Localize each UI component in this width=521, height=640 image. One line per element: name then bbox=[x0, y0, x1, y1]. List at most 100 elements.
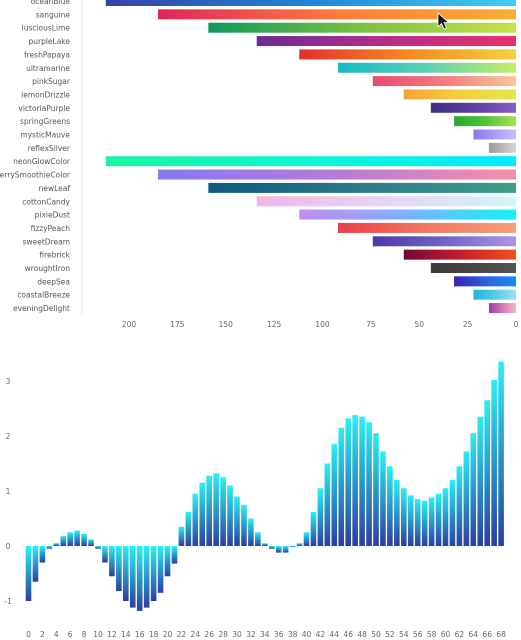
column-bar[interactable] bbox=[491, 379, 497, 546]
bar-sweetDream[interactable] bbox=[372, 236, 516, 247]
bar-coastalBreeze[interactable] bbox=[473, 289, 516, 300]
column-bar[interactable] bbox=[39, 546, 46, 563]
bar-fizzyPeach[interactable] bbox=[337, 222, 516, 233]
column-bar[interactable] bbox=[394, 480, 400, 546]
bar-freshPapaya[interactable] bbox=[299, 49, 516, 60]
column-bar[interactable] bbox=[262, 543, 268, 546]
x-tick-label: 62 bbox=[455, 630, 465, 639]
bar-mysticMauve[interactable] bbox=[473, 129, 516, 140]
column-bar[interactable] bbox=[359, 416, 365, 546]
bar-wroughtIron[interactable] bbox=[430, 263, 516, 273]
column-bar[interactable] bbox=[53, 543, 60, 546]
column-bar[interactable] bbox=[303, 532, 310, 546]
column-bar[interactable] bbox=[275, 546, 282, 553]
bar-deepSea[interactable] bbox=[454, 276, 516, 287]
column-bar[interactable] bbox=[46, 546, 53, 549]
x-tick-label: 0 bbox=[26, 630, 31, 639]
column-bar[interactable] bbox=[268, 546, 275, 549]
column-bar[interactable] bbox=[331, 444, 338, 546]
column-bar[interactable] bbox=[136, 546, 143, 611]
bar-pinkSugar[interactable] bbox=[372, 76, 516, 87]
column-bar[interactable] bbox=[157, 546, 164, 593]
column-bar[interactable] bbox=[60, 536, 67, 546]
bar-ultramarine[interactable] bbox=[337, 62, 516, 73]
column-bar[interactable] bbox=[317, 488, 324, 546]
column-bar[interactable] bbox=[81, 533, 87, 546]
column-bar[interactable] bbox=[470, 433, 477, 546]
column-bar[interactable] bbox=[449, 480, 456, 546]
column-bar[interactable] bbox=[129, 546, 136, 608]
column-bar[interactable] bbox=[380, 451, 386, 546]
column-bar[interactable] bbox=[95, 546, 101, 549]
column-bar[interactable] bbox=[421, 500, 428, 546]
bar-newLeaf[interactable] bbox=[208, 182, 516, 193]
x-tick-label: 44 bbox=[330, 630, 340, 639]
bar-oceanBlue[interactable] bbox=[105, 0, 516, 6]
bar-reflexSilver[interactable] bbox=[488, 142, 516, 153]
column-bar[interactable] bbox=[477, 416, 484, 546]
column-bar[interactable] bbox=[484, 400, 490, 546]
column-bar[interactable] bbox=[234, 496, 240, 547]
column-bar[interactable] bbox=[25, 546, 32, 601]
bar-lusciousLime[interactable] bbox=[208, 22, 516, 33]
column-bar[interactable] bbox=[164, 546, 171, 577]
column-bar[interactable] bbox=[88, 539, 94, 546]
bar-lemonDrizzle[interactable] bbox=[403, 89, 516, 100]
column-bar[interactable] bbox=[338, 427, 345, 546]
column-bar[interactable] bbox=[428, 497, 435, 546]
column-bar[interactable] bbox=[442, 488, 449, 546]
column-bar[interactable] bbox=[463, 451, 470, 546]
column-bar[interactable] bbox=[310, 511, 317, 546]
column-bar[interactable] bbox=[414, 499, 421, 546]
column-bar[interactable] bbox=[324, 463, 331, 547]
bar-firebrick[interactable] bbox=[403, 249, 516, 260]
column-bar[interactable] bbox=[282, 546, 289, 553]
bar-eveningDelight[interactable] bbox=[488, 303, 516, 314]
bar-purpleLake[interactable] bbox=[256, 36, 516, 47]
column-bar[interactable] bbox=[192, 493, 199, 546]
column-bar[interactable] bbox=[109, 546, 115, 577]
column-bar[interactable] bbox=[178, 526, 185, 546]
column-bar[interactable] bbox=[150, 546, 157, 601]
column-bar[interactable] bbox=[116, 546, 122, 592]
column-bar[interactable] bbox=[255, 532, 261, 546]
column-bar[interactable] bbox=[435, 493, 442, 546]
category-label: freshPapaya bbox=[24, 50, 70, 59]
column-bar[interactable] bbox=[373, 433, 379, 546]
column-bar[interactable] bbox=[213, 473, 219, 546]
column-bar[interactable] bbox=[366, 422, 372, 546]
column-bar[interactable] bbox=[456, 466, 463, 546]
column-bar[interactable] bbox=[387, 466, 393, 546]
column-bar[interactable] bbox=[352, 415, 358, 546]
column-bar[interactable] bbox=[227, 485, 233, 547]
column-bar[interactable] bbox=[289, 546, 296, 548]
bar-springGreens[interactable] bbox=[454, 116, 516, 127]
column-bar[interactable] bbox=[67, 532, 73, 546]
column-bar[interactable] bbox=[123, 546, 129, 601]
column-bar[interactable] bbox=[407, 495, 414, 546]
column-bar[interactable] bbox=[206, 475, 212, 546]
bar-pixieDust[interactable] bbox=[299, 209, 516, 220]
column-bar[interactable] bbox=[220, 477, 226, 546]
category-label: ultramarine bbox=[26, 64, 70, 73]
column-bar[interactable] bbox=[248, 518, 254, 547]
column-bar[interactable] bbox=[74, 530, 80, 546]
column-bar[interactable] bbox=[401, 488, 407, 546]
bar-victoriaPurple[interactable] bbox=[430, 102, 516, 113]
bar-neonGlowColor[interactable] bbox=[105, 156, 516, 167]
column-bar[interactable] bbox=[345, 418, 351, 546]
bar-sanguine[interactable] bbox=[158, 9, 516, 20]
column-bar[interactable] bbox=[143, 546, 150, 608]
column-bar[interactable] bbox=[102, 546, 108, 563]
column-bar[interactable] bbox=[185, 511, 192, 546]
bar-cottonCandy[interactable] bbox=[256, 196, 516, 207]
category-label: sweetDream bbox=[23, 237, 70, 246]
column-bar[interactable] bbox=[296, 543, 303, 546]
column-bar[interactable] bbox=[171, 546, 178, 564]
column-bar[interactable] bbox=[241, 504, 247, 546]
x-tick-label: 8 bbox=[82, 630, 87, 639]
column-bar[interactable] bbox=[498, 361, 504, 546]
column-bar[interactable] bbox=[199, 482, 206, 546]
column-bar[interactable] bbox=[32, 546, 39, 582]
bar-berrySmoothieColor[interactable] bbox=[158, 169, 516, 180]
